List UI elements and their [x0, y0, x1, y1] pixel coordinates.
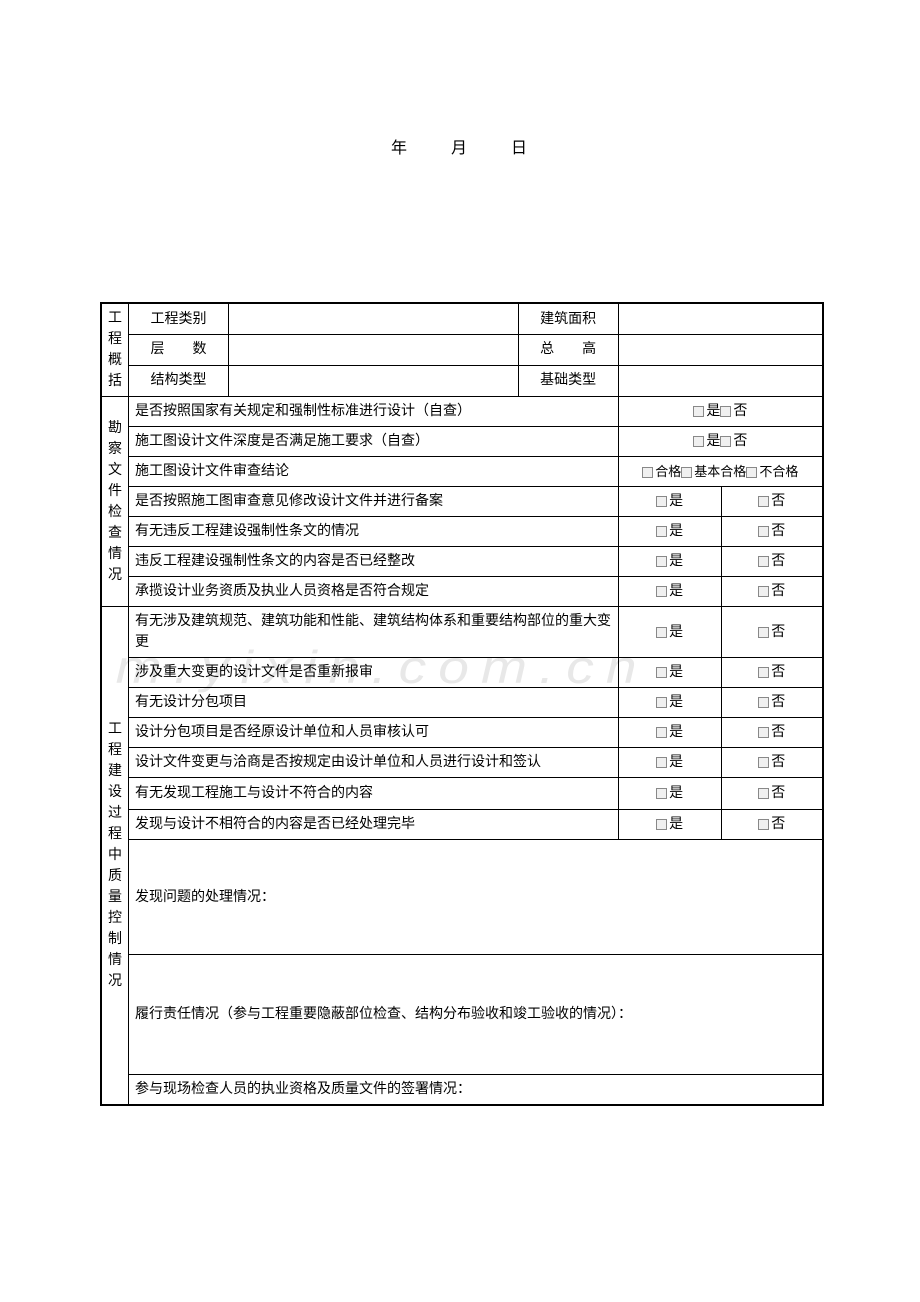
- s3-q3: 有无设计分包项目: [129, 688, 619, 718]
- checkbox-icon[interactable]: [656, 697, 667, 708]
- checkbox-icon[interactable]: [758, 526, 769, 537]
- checkbox-icon[interactable]: [681, 467, 692, 478]
- s3-q9[interactable]: 履行责任情况（参与工程重要隐蔽部位检查、结构分布验收和竣工验收的情况）：: [129, 955, 824, 1075]
- s2-q2-opt[interactable]: 是否: [618, 427, 823, 457]
- checkbox-icon[interactable]: [720, 406, 731, 417]
- year-label: 年: [391, 140, 409, 157]
- s3-q6-yes[interactable]: 是: [618, 778, 721, 810]
- checkbox-icon[interactable]: [693, 406, 704, 417]
- s1-r3-v1[interactable]: [228, 365, 518, 396]
- s2-q5: 有无违反工程建设强制性条文的情况: [129, 517, 619, 547]
- checkbox-icon[interactable]: [656, 496, 667, 507]
- s3-q2-no[interactable]: 否: [721, 658, 823, 688]
- s2-q1: 是否按照国家有关规定和强制性标准进行设计（自查）: [129, 397, 619, 427]
- s2-q6: 违反工程建设强制性条文的内容是否已经整改: [129, 547, 619, 577]
- s3-q3-yes[interactable]: 是: [618, 688, 721, 718]
- checkbox-icon[interactable]: [758, 667, 769, 678]
- s2-q4-no[interactable]: 否: [721, 487, 823, 517]
- date-line: 年 月 日: [0, 134, 920, 158]
- s2-q1-opt[interactable]: 是否: [618, 397, 823, 427]
- s2-q2: 施工图设计文件深度是否满足施工要求（自查）: [129, 427, 619, 457]
- s3-q7-yes[interactable]: 是: [618, 810, 721, 840]
- s2-q7-no[interactable]: 否: [721, 577, 823, 607]
- s3-q5-yes[interactable]: 是: [618, 748, 721, 778]
- s2-q6-no[interactable]: 否: [721, 547, 823, 577]
- month-label: 月: [451, 140, 469, 157]
- s1-r1-v1[interactable]: [228, 303, 518, 335]
- checkbox-icon[interactable]: [656, 667, 667, 678]
- form-table: 工程概括 工程类别 建筑面积 层 数 总 高 结构类型 基础类型 勘察文件检查情…: [100, 302, 824, 1106]
- s1-r1-l2: 建筑面积: [518, 303, 618, 335]
- s1-r3-l2: 基础类型: [518, 365, 618, 396]
- checkbox-icon[interactable]: [720, 436, 731, 447]
- section1-header: 工程概括: [101, 303, 129, 397]
- s1-r2-l1: 层 数: [129, 335, 229, 366]
- s2-q7: 承揽设计业务资质及执业人员资格是否符合规定: [129, 577, 619, 607]
- checkbox-icon[interactable]: [758, 697, 769, 708]
- checkbox-icon[interactable]: [656, 727, 667, 738]
- checkbox-icon[interactable]: [642, 467, 653, 478]
- s1-r1-v2[interactable]: [618, 303, 823, 335]
- s3-q2-yes[interactable]: 是: [618, 658, 721, 688]
- checkbox-icon[interactable]: [656, 586, 667, 597]
- s3-q4: 设计分包项目是否经原设计单位和人员审核认可: [129, 718, 619, 748]
- s2-q5-no[interactable]: 否: [721, 517, 823, 547]
- s3-q5: 设计文件变更与洽商是否按规定由设计单位和人员进行设计和签认: [129, 748, 619, 778]
- checkbox-icon[interactable]: [758, 819, 769, 830]
- s2-q5-yes[interactable]: 是: [618, 517, 721, 547]
- s1-r1-l1: 工程类别: [129, 303, 229, 335]
- s3-q4-no[interactable]: 否: [721, 718, 823, 748]
- checkbox-icon[interactable]: [656, 788, 667, 799]
- s2-q3-opt[interactable]: 合格基本合格不合格: [618, 457, 823, 487]
- s3-q3-no[interactable]: 否: [721, 688, 823, 718]
- checkbox-icon[interactable]: [656, 556, 667, 567]
- s3-q2: 涉及重大变更的设计文件是否重新报审: [129, 658, 619, 688]
- s3-q7-no[interactable]: 否: [721, 810, 823, 840]
- s1-r2-l2: 总 高: [518, 335, 618, 366]
- checkbox-icon[interactable]: [656, 627, 667, 638]
- day-label: 日: [511, 140, 529, 157]
- checkbox-icon[interactable]: [693, 436, 704, 447]
- s3-q6-no[interactable]: 否: [721, 778, 823, 810]
- s2-q4-yes[interactable]: 是: [618, 487, 721, 517]
- s3-q5-no[interactable]: 否: [721, 748, 823, 778]
- s3-q1-yes[interactable]: 是: [618, 607, 721, 658]
- s1-r2-v2[interactable]: [618, 335, 823, 366]
- checkbox-icon[interactable]: [656, 526, 667, 537]
- s3-q7: 发现与设计不相符合的内容是否已经处理完毕: [129, 810, 619, 840]
- s2-q4: 是否按照施工图审查意见修改设计文件并进行备案: [129, 487, 619, 517]
- s2-q6-yes[interactable]: 是: [618, 547, 721, 577]
- s1-r3-v2[interactable]: [618, 365, 823, 396]
- s3-q4-yes[interactable]: 是: [618, 718, 721, 748]
- s3-q6: 有无发现工程施工与设计不符合的内容: [129, 778, 619, 810]
- checkbox-icon[interactable]: [758, 757, 769, 768]
- checkbox-icon[interactable]: [758, 586, 769, 597]
- checkbox-icon[interactable]: [758, 556, 769, 567]
- checkbox-icon[interactable]: [758, 788, 769, 799]
- checkbox-icon[interactable]: [656, 819, 667, 830]
- checkbox-icon[interactable]: [758, 496, 769, 507]
- s2-q3: 施工图设计文件审查结论: [129, 457, 619, 487]
- s2-q7-yes[interactable]: 是: [618, 577, 721, 607]
- checkbox-icon[interactable]: [758, 727, 769, 738]
- s1-r3-l1: 结构类型: [129, 365, 229, 396]
- s3-q1-no[interactable]: 否: [721, 607, 823, 658]
- checkbox-icon[interactable]: [656, 757, 667, 768]
- section2-header: 勘察文件检查情况: [101, 397, 129, 607]
- checkbox-icon[interactable]: [758, 627, 769, 638]
- checkbox-icon[interactable]: [746, 467, 757, 478]
- section3-header: 工程建设过程中质量控制情况: [101, 607, 129, 1106]
- s3-q1: 有无涉及建筑规范、建筑功能和性能、建筑结构体系和重要结构部位的重大变更: [129, 607, 619, 658]
- s3-q8[interactable]: 发现问题的处理情况：: [129, 840, 824, 955]
- s3-q10[interactable]: 参与现场检查人员的执业资格及质量文件的签署情况：: [129, 1075, 824, 1106]
- s1-r2-v1[interactable]: [228, 335, 518, 366]
